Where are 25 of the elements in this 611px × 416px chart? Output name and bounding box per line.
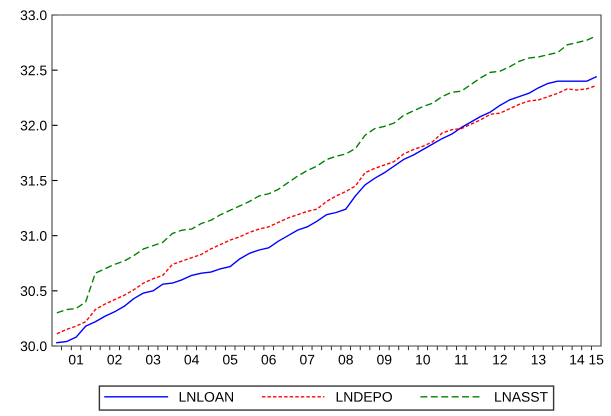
x-tick-label: 11 xyxy=(455,354,468,364)
x-tick-label: 03 xyxy=(146,354,160,365)
y-tick-label: 32.0 xyxy=(20,120,47,131)
y-tick-label: 33.0 xyxy=(20,10,47,20)
x-tick-label: 02 xyxy=(107,354,122,365)
x-tick-label: 10 xyxy=(416,354,430,365)
legend-label: LNLOAN xyxy=(180,392,233,402)
x-tick-label: 08 xyxy=(338,354,353,365)
x-tick-label: 06 xyxy=(262,354,276,365)
x-tick-label: 07 xyxy=(300,354,314,365)
x-tick-label: 12 xyxy=(493,354,507,364)
legend-label: LNASST xyxy=(495,392,548,402)
y-tick-label: 31.0 xyxy=(20,231,47,241)
x-tick-label: 04 xyxy=(184,354,199,365)
y-tick-label: 30.5 xyxy=(20,286,47,296)
y-tick-label: 30.0 xyxy=(20,341,47,352)
x-tick-label: 05 xyxy=(223,354,238,365)
x-tick-label: 15 xyxy=(590,354,604,365)
y-tick-label: 32.5 xyxy=(20,66,47,76)
x-tick-label: 13 xyxy=(532,354,546,365)
x-tick-label: 09 xyxy=(377,354,392,365)
x-tick-label: 14 xyxy=(570,354,584,364)
x-tick-label: 01 xyxy=(68,354,84,365)
y-tick-label: 31.5 xyxy=(20,176,47,186)
legend-label: LNDEPO xyxy=(336,392,392,402)
